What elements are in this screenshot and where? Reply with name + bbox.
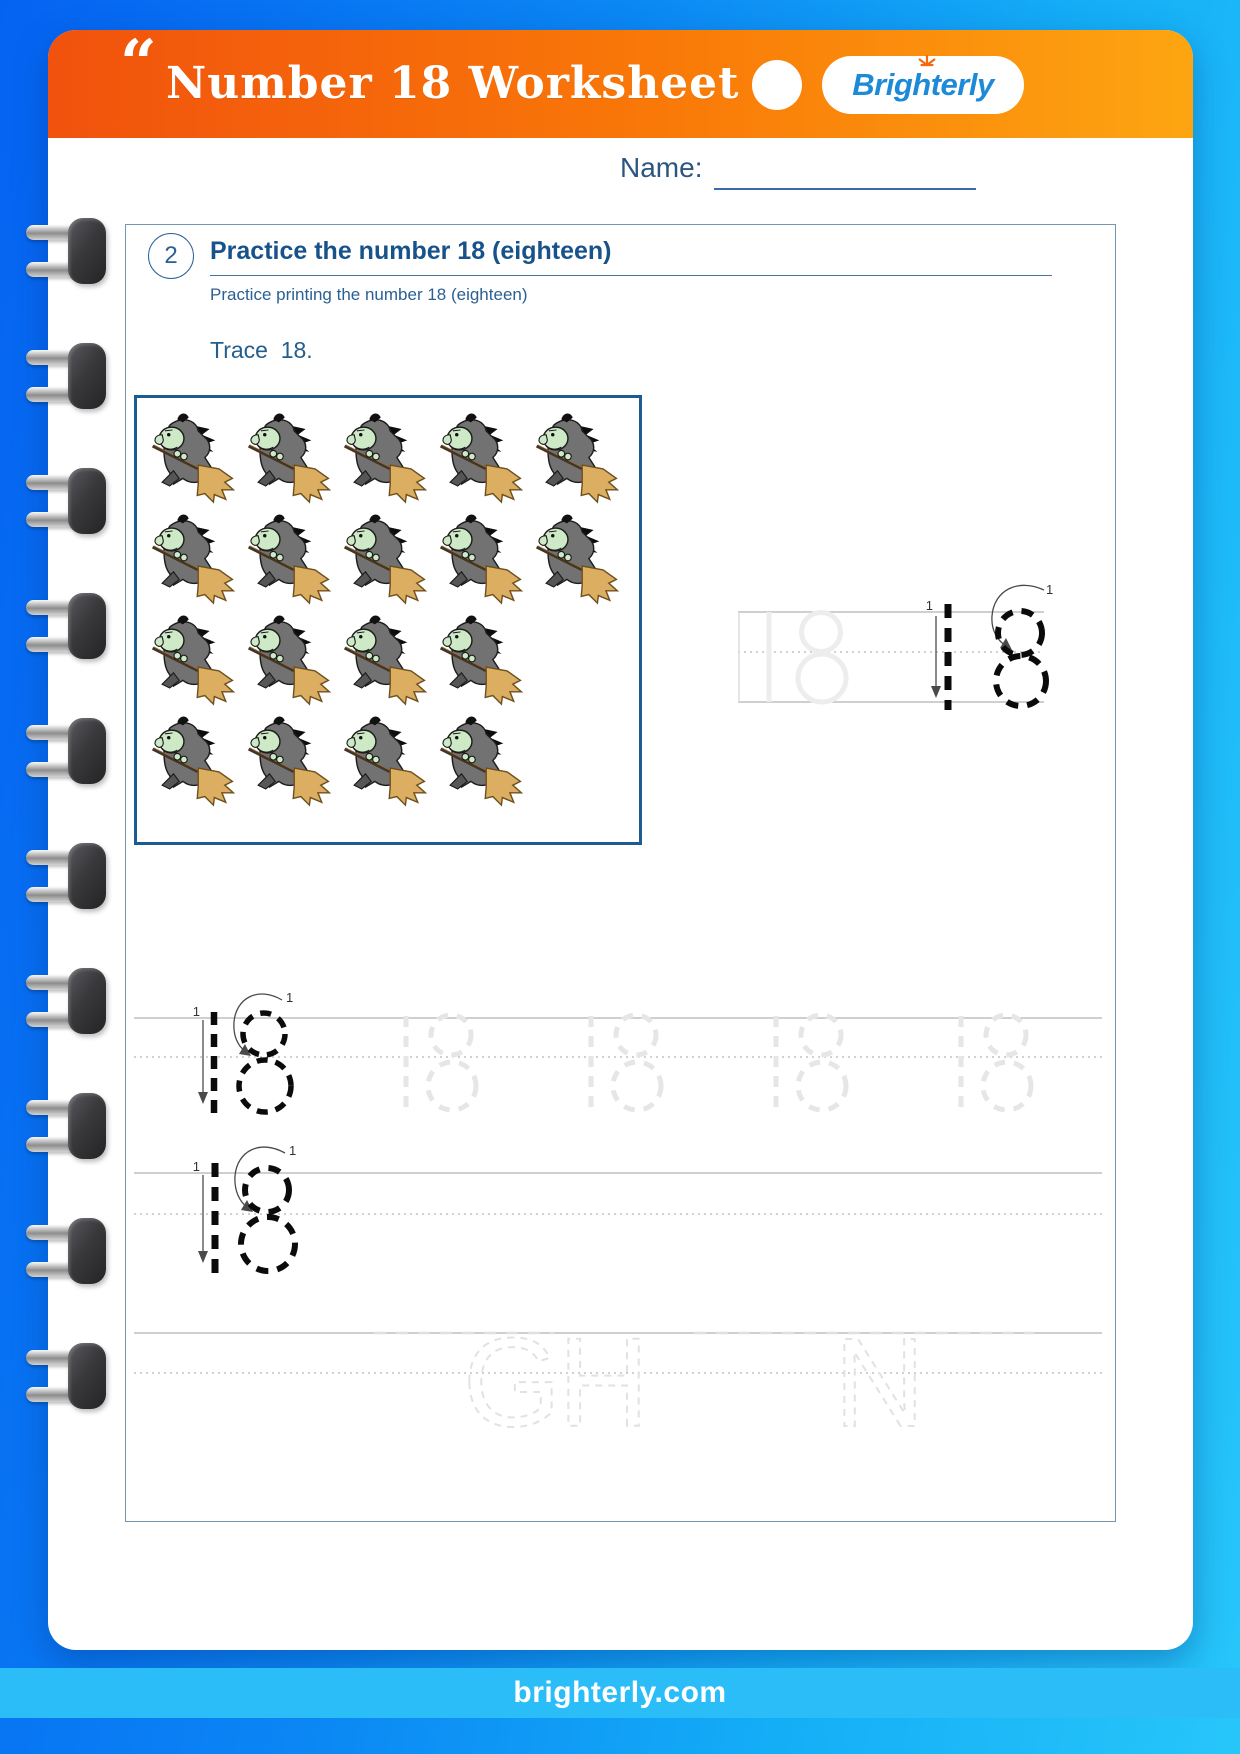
binder-ring bbox=[0, 1093, 110, 1159]
footer-band: brighterly.com bbox=[0, 1668, 1240, 1718]
stroke-order-label: 1 bbox=[1046, 582, 1053, 597]
worksheet-title: Number 18 Worksheet bbox=[166, 58, 740, 109]
binder-ring-body bbox=[68, 218, 106, 284]
stroke-order-label: 1 bbox=[289, 1143, 296, 1158]
binder-ring-body bbox=[68, 718, 106, 784]
binder-ring-body bbox=[68, 1218, 106, 1284]
step-number-badge: 2 bbox=[148, 233, 194, 279]
faint-letter: G bbox=[463, 1312, 561, 1453]
binder-ring bbox=[0, 968, 110, 1034]
witch-grid bbox=[145, 410, 631, 808]
witch-row bbox=[145, 410, 631, 505]
binder-ring-body bbox=[68, 343, 106, 409]
witch-on-broom-icon bbox=[433, 410, 528, 505]
binder-ring-body bbox=[68, 468, 106, 534]
quote-icon: “ bbox=[120, 26, 157, 101]
exercise-section: 2 Practice the number 18 (eighteen) Prac… bbox=[125, 224, 1116, 1522]
section-title: Practice the number 18 (eighteen) bbox=[210, 237, 612, 265]
witch-on-broom-icon bbox=[241, 511, 336, 606]
faded-18-layer bbox=[406, 1015, 1031, 1112]
witch-on-broom-icon bbox=[433, 713, 528, 808]
witch-on-broom-icon bbox=[433, 511, 528, 606]
binder-ring bbox=[0, 1218, 110, 1284]
title-underline bbox=[210, 275, 1052, 276]
witch-on-broom-icon bbox=[145, 511, 240, 606]
decorative-circle bbox=[752, 60, 802, 110]
binder-ring-body bbox=[68, 968, 106, 1034]
name-blank-line bbox=[714, 188, 976, 190]
binder-ring bbox=[0, 843, 110, 909]
witch-on-broom-icon bbox=[241, 612, 336, 707]
name-label: Name: bbox=[620, 152, 703, 183]
witch-on-broom-icon bbox=[241, 713, 336, 808]
footer-url: brighterly.com bbox=[513, 1676, 727, 1709]
binder-ring bbox=[0, 218, 110, 284]
witch-on-broom-icon bbox=[145, 713, 240, 808]
brighterly-logo: Brighterly bbox=[822, 54, 1024, 114]
witch-on-broom-icon bbox=[337, 713, 432, 808]
stroke-order-label: 1 bbox=[193, 1004, 200, 1019]
stroke-order-label: 1 bbox=[926, 598, 933, 613]
header-banner: “ Number 18 Worksheet Brighterly bbox=[48, 30, 1193, 138]
dashed-18-guide: 1 1 bbox=[193, 990, 294, 1116]
witch-counting-box bbox=[134, 395, 642, 845]
dashed-18-guide: 1 1 bbox=[193, 1143, 298, 1274]
witch-on-broom-icon bbox=[241, 410, 336, 505]
witch-row bbox=[145, 511, 631, 606]
section-subtitle: Practice printing the number 18 (eightee… bbox=[210, 285, 528, 304]
trace-instruction: Trace 18. bbox=[210, 337, 313, 363]
witch-row bbox=[145, 612, 631, 707]
witch-on-broom-icon bbox=[433, 612, 528, 707]
witch-on-broom-icon bbox=[529, 511, 624, 606]
witch-row bbox=[145, 713, 631, 808]
trace-guide-row: 1 1 bbox=[726, 580, 1056, 728]
witch-on-broom-icon bbox=[337, 612, 432, 707]
binder-ring bbox=[0, 1343, 110, 1409]
binder-ring-body bbox=[68, 1343, 106, 1409]
brand-name: Brighterly bbox=[852, 67, 994, 102]
faded-18-outline bbox=[738, 610, 849, 705]
binder-ring-body bbox=[68, 1093, 106, 1159]
binder-ring-body bbox=[68, 843, 106, 909]
binder-ring bbox=[0, 468, 110, 534]
binder-ring bbox=[0, 718, 110, 784]
step-number: 2 bbox=[164, 242, 178, 269]
dashed-18-guide: 1 1 bbox=[926, 582, 1053, 710]
stroke-order-label: 1 bbox=[193, 1159, 200, 1174]
faint-letters-layer: GH N bbox=[462, 1311, 926, 1454]
stroke-order-label: 1 bbox=[286, 990, 293, 1005]
witch-on-broom-icon bbox=[337, 511, 432, 606]
witch-on-broom-icon bbox=[145, 410, 240, 505]
practice-row-1: 1 1 bbox=[134, 990, 1106, 1130]
name-row: Name: bbox=[48, 148, 1193, 194]
binder-ring-body bbox=[68, 593, 106, 659]
witch-on-broom-icon bbox=[337, 410, 432, 505]
witch-on-broom-icon bbox=[529, 410, 624, 505]
binder-ring bbox=[0, 593, 110, 659]
faint-letter: H bbox=[558, 1312, 649, 1453]
practice-row-2: 1 1 bbox=[134, 1143, 1106, 1285]
binder-ring bbox=[0, 343, 110, 409]
sun-icon bbox=[918, 54, 936, 67]
faint-letter: N bbox=[834, 1312, 925, 1453]
witch-on-broom-icon bbox=[145, 612, 240, 707]
notebook-page: “ Number 18 Worksheet Brighterly Name: 2 bbox=[48, 30, 1193, 1650]
